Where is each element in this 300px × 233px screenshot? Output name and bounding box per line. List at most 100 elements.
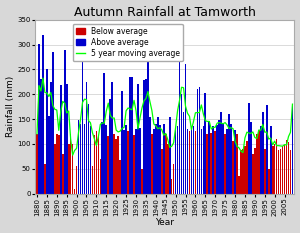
Bar [117,136,119,193]
Bar [86,82,87,193]
Bar [62,154,64,193]
Bar [119,160,121,193]
Bar [266,105,268,193]
Bar [236,134,238,193]
Bar [113,134,115,193]
Bar [282,146,284,193]
Bar [179,40,180,193]
Bar [111,82,113,193]
Bar [52,52,54,193]
Bar [129,77,131,193]
Bar [220,112,222,193]
Bar [196,89,198,193]
Bar [107,136,109,193]
Bar [121,91,123,193]
Bar [116,139,117,193]
Bar [288,142,289,193]
Bar [171,179,172,193]
Bar [48,116,50,193]
Bar [232,141,234,193]
Bar [141,169,143,193]
Bar [143,80,145,193]
Bar [278,150,279,193]
Bar [205,93,206,193]
Bar [101,121,103,193]
Bar [202,127,204,193]
Bar [88,104,89,193]
Bar [161,149,163,193]
Bar [189,131,190,193]
Bar [70,134,71,193]
Bar [139,128,141,193]
Bar [100,159,101,193]
Bar [131,77,133,193]
Bar [200,129,202,193]
Bar [290,150,291,193]
Bar [252,154,254,193]
Bar [84,124,85,193]
Bar [175,129,176,193]
Bar [157,116,159,193]
Bar [250,121,252,193]
Bar [258,130,260,193]
Bar [56,134,58,193]
Bar [110,99,111,193]
Bar [193,127,194,193]
Bar [66,84,68,193]
Bar [76,166,77,193]
Bar [151,134,153,193]
Bar [173,164,175,193]
Bar [78,120,80,193]
Bar [64,50,65,193]
Legend: Below average, Above average, 5 year moving average: Below average, Above average, 5 year mov… [73,24,183,61]
Bar [90,127,91,193]
Bar [153,129,155,193]
Bar [280,149,281,193]
Bar [183,112,184,193]
Bar [94,135,95,193]
Bar [190,130,192,193]
Bar [242,149,244,193]
Bar [208,120,210,193]
Bar [199,87,200,193]
Bar [165,134,166,193]
Bar [133,135,135,193]
Bar [58,135,60,193]
Bar [92,166,93,193]
Bar [96,131,97,193]
Bar [103,73,105,193]
Bar [260,127,262,193]
Bar [216,126,218,193]
Bar [149,116,151,193]
Bar [181,94,182,193]
Bar [98,136,99,193]
Bar [240,150,242,193]
Bar [214,131,216,193]
Bar [218,120,220,193]
Bar [212,127,214,193]
Bar [187,129,188,193]
Bar [123,130,125,193]
Bar [44,164,46,193]
Bar [270,127,272,193]
Bar [234,130,236,193]
Bar [224,134,226,193]
Bar [222,124,224,193]
Bar [284,145,285,193]
Bar [276,139,278,193]
Bar [147,48,149,193]
Bar [68,144,70,193]
Bar [169,116,170,193]
Bar [40,79,42,193]
Bar [145,79,147,193]
Bar [155,124,157,193]
Y-axis label: Rainfall (mm): Rainfall (mm) [6,76,15,137]
Bar [137,84,139,193]
Bar [74,188,76,193]
Title: Autumn Rainfall at Tamworth: Autumn Rainfall at Tamworth [74,6,256,19]
Bar [230,124,232,193]
Bar [50,82,52,193]
Bar [106,125,107,193]
Bar [228,114,230,193]
Bar [167,144,169,193]
